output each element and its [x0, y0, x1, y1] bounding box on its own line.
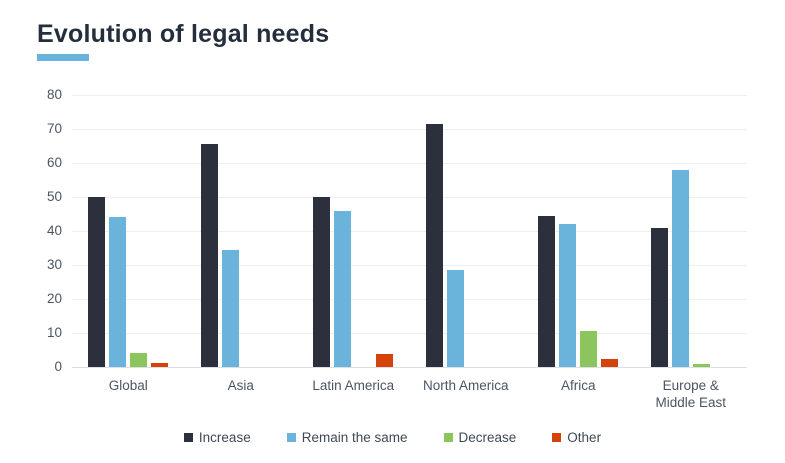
bar-increase [425, 123, 443, 367]
x-axis-category-label: Africa [560, 378, 596, 393]
legend-swatch [286, 433, 296, 442]
gridline [72, 163, 747, 164]
x-axis-category-label: Asia [227, 378, 254, 393]
bar-increase [313, 197, 331, 367]
legend-swatch [552, 433, 562, 442]
page-title: Evolution of legal needs [37, 20, 330, 48]
x-axis-category-label: Global [108, 378, 148, 393]
legend-label: Increase [198, 430, 251, 445]
bar-remain-the-same [671, 169, 689, 367]
gridline [72, 367, 747, 368]
legend-item: Remain the same [286, 430, 408, 445]
bar-other [601, 358, 619, 367]
bar-decrease [130, 353, 148, 367]
bar-decrease [580, 331, 598, 367]
bar-increase [538, 215, 556, 367]
bar-remain-the-same [221, 249, 239, 367]
y-axis-tick-label: 80 [46, 87, 62, 102]
gridline [72, 95, 747, 96]
bar-remain-the-same [109, 217, 127, 367]
bar-remain-the-same [446, 270, 464, 367]
y-axis-tick-label: 70 [46, 121, 62, 136]
legend-item: Decrease [443, 430, 517, 445]
gridline [72, 299, 747, 300]
y-axis-tick-label: 30 [46, 257, 62, 272]
y-axis-tick-label: 60 [46, 155, 62, 170]
x-axis-category-label: North America [422, 378, 509, 393]
bar-decrease [692, 363, 710, 367]
legend-label: Other [567, 430, 602, 445]
legend-label: Decrease [458, 430, 517, 445]
gridline [72, 197, 747, 198]
bar-increase [650, 227, 668, 367]
gridline [72, 129, 747, 130]
title-accent-bar [37, 54, 89, 61]
legend-swatch [443, 433, 453, 442]
gridline [72, 333, 747, 334]
bar-increase [88, 197, 106, 367]
legend: Increase Remain the same Decrease Other [0, 430, 785, 445]
bar-increase [200, 144, 218, 367]
legend-item: Increase [183, 430, 251, 445]
bar-other [376, 354, 394, 367]
legend-item: Other [552, 430, 601, 445]
y-axis-tick-label: 20 [46, 291, 62, 306]
legend-label: Remain the same [301, 430, 408, 445]
gridline [72, 231, 747, 232]
bar-remain-the-same [559, 224, 577, 367]
y-axis-tick-label: 40 [46, 223, 62, 238]
gridline [72, 265, 747, 266]
y-axis-tick-label: 0 [54, 359, 62, 374]
x-axis-category-label: Europe & Middle East [655, 378, 727, 410]
legend-swatch [183, 433, 193, 442]
y-axis-tick-label: 50 [46, 189, 62, 204]
bar-other [151, 362, 169, 367]
x-axis-category-label: Latin America [312, 378, 395, 393]
y-axis-tick-label: 10 [46, 325, 62, 340]
bar-remain-the-same [334, 210, 352, 367]
